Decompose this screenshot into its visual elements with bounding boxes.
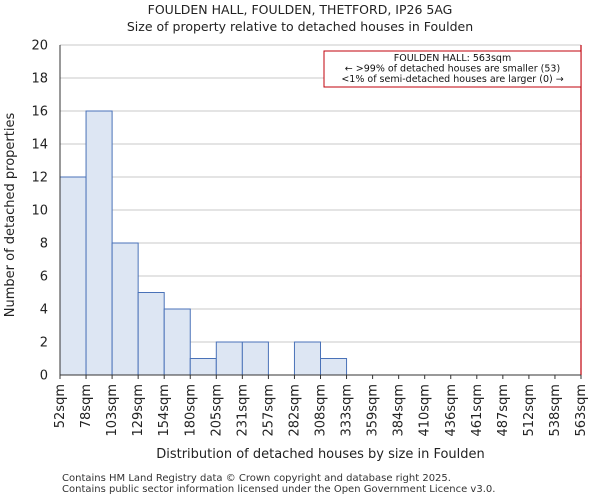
annotation-smaller-text: ← >99% of detached houses are smaller (5… xyxy=(345,64,560,75)
y-tick-label-6: 6 xyxy=(40,270,48,285)
annotation-title: FOULDEN HALL: 563sqm xyxy=(394,53,511,64)
x-tick-label-538sqm: 538sqm xyxy=(548,384,563,437)
x-tick-label-487sqm: 487sqm xyxy=(496,384,511,437)
y-tick-label-2: 2 xyxy=(40,336,48,351)
bar-231sqm xyxy=(241,341,269,376)
x-tick-label-205sqm: 205sqm xyxy=(209,384,224,437)
y-tick-label-8: 8 xyxy=(40,237,48,252)
y-tick-label-0: 0 xyxy=(40,369,48,384)
x-tick-label-333sqm: 333sqm xyxy=(340,384,355,437)
x-axis-label: Distribution of detached houses by size … xyxy=(156,447,485,462)
bar-180sqm xyxy=(189,358,217,376)
y-tick-label-12: 12 xyxy=(31,171,48,186)
axes xyxy=(59,45,582,379)
y-tick-label-10: 10 xyxy=(31,204,48,219)
y-tick-label-18: 18 xyxy=(31,72,48,87)
annotation-larger-text: <1% of semi-detached houses are larger (… xyxy=(341,74,563,85)
x-tick-label-359sqm: 359sqm xyxy=(366,384,381,437)
property-annotation: FOULDEN HALL: 563sqm ← >99% of detached … xyxy=(323,50,582,88)
x-tick-label-512sqm: 512sqm xyxy=(522,384,537,437)
x-tick-label-282sqm: 282sqm xyxy=(287,384,302,437)
annotation-box xyxy=(323,50,582,88)
bar-78sqm xyxy=(85,110,113,376)
footer: Contains HM Land Registry data © Crown c… xyxy=(62,473,495,495)
bar-103sqm xyxy=(111,242,139,376)
x-tick-label-103sqm: 103sqm xyxy=(105,384,120,437)
footer-line-2: Contains public sector information licen… xyxy=(62,484,496,495)
x-tick-label-461sqm: 461sqm xyxy=(470,384,485,437)
bar-282sqm xyxy=(293,341,322,376)
chart-subtitle: Size of property relative to detached ho… xyxy=(126,19,474,34)
bar-154sqm xyxy=(163,308,191,376)
chart-title: FOULDEN HALL, FOULDEN, THETFORD, IP26 5A… xyxy=(147,2,453,17)
x-tick-label-410sqm: 410sqm xyxy=(418,384,433,437)
footer-line-1: Contains HM Land Registry data © Crown c… xyxy=(62,473,451,484)
y-tick-labels: 0 2 4 6 8 10 12 14 16 18 20 xyxy=(31,39,48,384)
x-tick-label-154sqm: 154sqm xyxy=(157,384,172,437)
x-tick-label-436sqm: 436sqm xyxy=(444,384,459,437)
x-tick-label-384sqm: 384sqm xyxy=(392,384,407,437)
x-tick-label-129sqm: 129sqm xyxy=(131,384,146,437)
x-tick-label-52sqm: 52sqm xyxy=(53,384,68,428)
bar-52sqm xyxy=(59,176,87,376)
bar-205sqm xyxy=(215,341,243,376)
x-tick-labels: 52sqm 78sqm 103sqm 129sqm 154sqm 180sqm 205sqm… xyxy=(53,384,589,437)
y-axis-label: Number of detached properties xyxy=(3,113,18,318)
y-tick-label-4: 4 xyxy=(40,303,48,318)
bar-129sqm xyxy=(137,292,165,376)
x-tick-label-257sqm: 257sqm xyxy=(261,384,276,437)
bar-308sqm xyxy=(320,358,348,376)
x-tick-label-180sqm: 180sqm xyxy=(183,384,198,437)
y-tick-label-16: 16 xyxy=(31,105,48,120)
x-tick-label-563sqm: 563sqm xyxy=(574,384,589,437)
x-tick-label-78sqm: 78sqm xyxy=(79,384,94,428)
y-tick-label-20: 20 xyxy=(31,39,48,54)
x-tick-label-231sqm: 231sqm xyxy=(235,384,250,437)
x-tick-label-308sqm: 308sqm xyxy=(314,384,329,437)
y-tick-label-14: 14 xyxy=(31,138,48,153)
